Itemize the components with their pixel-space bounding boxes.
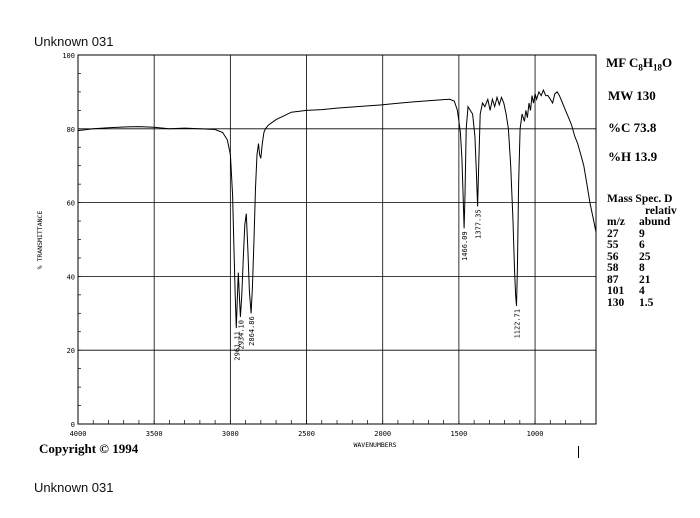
mz-value: 27 — [607, 227, 619, 240]
abund-header: abund — [639, 216, 671, 228]
molecular-weight: MW 130 — [608, 88, 656, 103]
y-tick-label: 80 — [67, 126, 75, 134]
chart-ticks — [77, 54, 597, 425]
abund-value: 6 — [639, 239, 645, 251]
abund-value: 25 — [639, 250, 651, 263]
x-tick-label: 3500 — [146, 430, 163, 438]
copyright: Copyright © 1994 — [39, 441, 139, 456]
x-tick-label: 1500 — [450, 430, 467, 438]
mf-oxygen: O — [662, 55, 673, 70]
y-tick-label: 60 — [67, 200, 75, 208]
chart-plot — [77, 88, 597, 329]
mass-spec-rows: 27 9 55 6 56 25 58 8 87 21 101 4 130 1.5 — [607, 227, 700, 310]
x-tick-label: 4000 — [70, 430, 87, 438]
mf-sub-hydrogen: 18 — [653, 62, 662, 73]
relative-header: relativ — [645, 204, 677, 217]
mf-sub-carbon: 8 — [638, 62, 643, 73]
x-tick-label: 2500 — [298, 430, 315, 438]
percent-hydrogen: %H 13.9 — [608, 149, 658, 164]
peak-label: 2934.10 — [237, 320, 245, 350]
x-tick-label: 2000 — [374, 430, 391, 438]
chart-labels: 4000 3500 3000 2500 2000 1500 1000 0 20 40 60 80 100… — [36, 52, 543, 449]
mf-hydrogen: H — [642, 55, 653, 70]
y-tick-label: 0 — [71, 421, 75, 429]
mass-spec-row: 58 8 — [607, 262, 700, 275]
mass-spec-row: 56 25 — [607, 250, 700, 264]
top-caption: Unknown 031 — [34, 34, 114, 49]
y-tick-label: 100 — [62, 52, 75, 60]
chart-grid — [77, 54, 597, 425]
abund-value: 8 — [639, 262, 645, 274]
peak-label: 1377.35 — [475, 209, 483, 239]
mz-header: m/z — [607, 216, 625, 228]
mz-value: 101 — [607, 285, 625, 297]
mass-spec-table: Mass Spec. D relativ m/z abund 27 9 55 6 56 2… — [607, 194, 700, 309]
mass-spec-row: 87 21 — [607, 273, 700, 287]
spectrum-line — [77, 88, 597, 329]
x-tick-label: 3000 — [222, 430, 239, 438]
mass-spec-title: Mass Spec. D — [607, 194, 673, 205]
mass-spec-header-row: m/z abund — [607, 216, 700, 229]
y-tick-label: 40 — [67, 273, 75, 281]
page-mark — [578, 446, 579, 458]
peak-label: 2961.11 — [233, 331, 241, 361]
mass-spec-row: 101 4 — [607, 285, 700, 298]
mz-value: 130 — [607, 296, 625, 309]
bottom-caption: Unknown 031 — [34, 480, 114, 495]
molecular-formula: MF C8H18O — [606, 55, 672, 73]
peak-label: 1122.71 — [514, 309, 522, 339]
mass-spec-row: 130 1.5 — [607, 296, 700, 310]
abund-value: 21 — [639, 273, 651, 286]
mz-value: 55 — [607, 239, 619, 251]
abund-value: 1.5 — [639, 296, 654, 309]
percent-carbon: %C 73.8 — [608, 120, 657, 135]
mass-spec-row: 55 6 — [607, 239, 700, 252]
mz-value: 58 — [607, 262, 619, 274]
y-axis-label: % TRANSMITTANCE — [36, 211, 44, 270]
abund-value: 4 — [639, 285, 645, 297]
abund-value: 9 — [639, 227, 645, 240]
peak-label: 1466.09 — [461, 231, 469, 261]
x-tick-label: 1000 — [527, 430, 544, 438]
mass-spec-row: 27 9 — [607, 227, 700, 241]
mz-value: 87 — [607, 273, 619, 286]
mf-label: MF C — [606, 55, 639, 70]
peak-label: 2864.86 — [248, 316, 256, 346]
y-tick-label: 20 — [67, 347, 75, 355]
mz-value: 56 — [607, 250, 619, 263]
x-axis-label: WAVENUMBERS — [353, 441, 396, 449]
